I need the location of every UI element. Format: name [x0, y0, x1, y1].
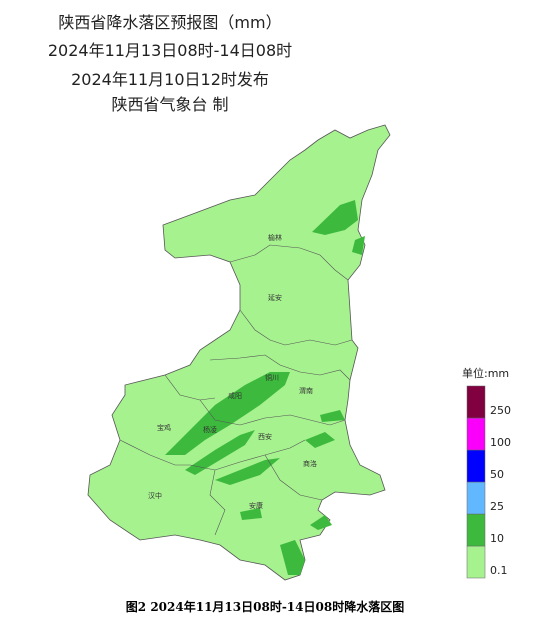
- city-labels: 榆林 延安 铜川 渭南 咸阳 宝鸡 杨凌 西安 商洛 汉中 安康: [148, 233, 317, 510]
- province-area: [87, 124, 391, 581]
- city-label: 西安: [258, 432, 272, 441]
- legend-label: 100: [490, 436, 511, 449]
- city-label: 榆林: [268, 233, 282, 242]
- rain-patches: [165, 200, 365, 575]
- title-line: 陕西省降水落区预报图（mm）: [58, 13, 281, 32]
- legend-label: 0.1: [490, 564, 508, 577]
- legend-label: 50: [490, 468, 504, 481]
- city-label: 安康: [249, 501, 263, 510]
- legend-swatch: [466, 385, 486, 419]
- legend-swatch: [466, 545, 486, 579]
- title-line: 2024年11月13日08时-14日08时: [48, 41, 292, 60]
- legend-label: 250: [490, 404, 511, 417]
- legend-label: 10: [490, 532, 504, 545]
- title-line: 陕西省气象台 制: [111, 95, 228, 114]
- city-label: 汉中: [148, 491, 162, 500]
- city-boundaries: [119, 244, 353, 536]
- legend-label: 25: [490, 500, 504, 513]
- city-label: 渭南: [299, 386, 313, 395]
- city-label: 延安: [268, 293, 282, 302]
- caption: 图2 2024年11月13日08时-14日08时降水落区图: [126, 599, 404, 614]
- city-label: 杨凌: [203, 425, 217, 434]
- legend-swatch: [466, 449, 486, 483]
- legend-swatch: [466, 481, 486, 515]
- city-label: 商洛: [303, 459, 317, 468]
- legend-swatch: [466, 417, 486, 451]
- city-label: 宝鸡: [157, 423, 171, 432]
- legend-swatch: [466, 513, 486, 547]
- map: 榆林 延安 铜川 渭南 咸阳 宝鸡 杨凌 西安 商洛 汉中 安康: [87, 124, 391, 581]
- city-label: 咸阳: [228, 391, 242, 400]
- title-line: 2024年11月10日12时发布: [71, 70, 269, 89]
- legend: 0.1 10 25 50 100 250: [466, 385, 511, 579]
- legend-title: 单位:mm: [462, 366, 509, 380]
- city-label: 铜川: [265, 373, 279, 382]
